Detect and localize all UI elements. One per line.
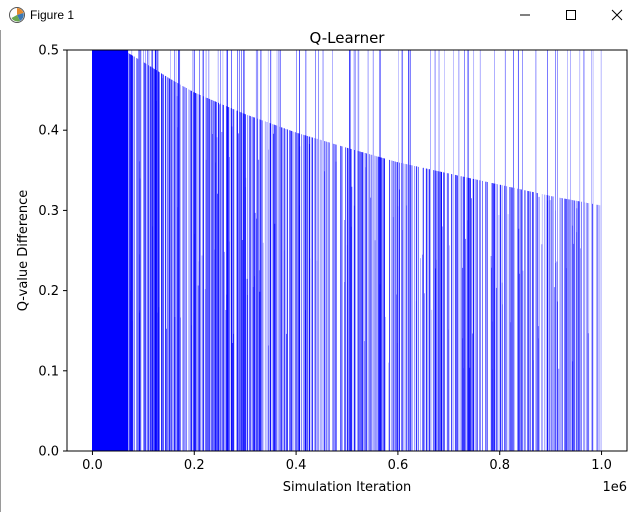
x-tick-label: 0.2 <box>184 458 205 473</box>
close-button[interactable] <box>594 0 640 30</box>
x-axis-label: Simulation Iteration <box>283 480 412 495</box>
chart-title: Q-Learner <box>310 30 386 47</box>
y-tick-label: 0.5 <box>38 44 59 59</box>
chart: 0.0 0.2 0.4 0.6 0.8 1.0 0.0 0.1 0.2 0.3 0.4 0.5 Q-Le… <box>16 30 628 495</box>
minimize-icon <box>520 14 530 16</box>
y-tick-label: 0.0 <box>38 445 59 460</box>
close-icon <box>611 9 623 21</box>
x-offset-label: 1e6 <box>602 480 627 495</box>
x-tick-label: 0.6 <box>388 458 409 473</box>
figure-canvas: 0.0 0.2 0.4 0.6 0.8 1.0 0.0 0.1 0.2 0.3 0.4 0.5 Q-Le… <box>0 30 640 512</box>
maximize-icon <box>566 10 576 20</box>
y-tick-label: 0.4 <box>38 124 59 139</box>
x-tick-label: 0.8 <box>489 458 510 473</box>
matplotlib-figure-icon <box>8 6 26 24</box>
minimize-button[interactable] <box>502 0 548 30</box>
y-tick-label: 0.2 <box>38 284 59 299</box>
x-tick-label: 0.4 <box>286 458 307 473</box>
y-tick-label: 0.1 <box>38 364 59 379</box>
x-tick-label: 0.0 <box>82 458 103 473</box>
axes-frame <box>66 49 628 452</box>
y-tick-label: 0.3 <box>38 204 59 219</box>
y-axis-label: Q-value Difference <box>16 190 31 312</box>
window-title: Figure 1 <box>30 8 75 22</box>
maximize-button[interactable] <box>548 0 594 30</box>
x-tick-label: 1.0 <box>591 458 612 473</box>
window-titlebar[interactable]: Figure 1 <box>0 0 640 31</box>
